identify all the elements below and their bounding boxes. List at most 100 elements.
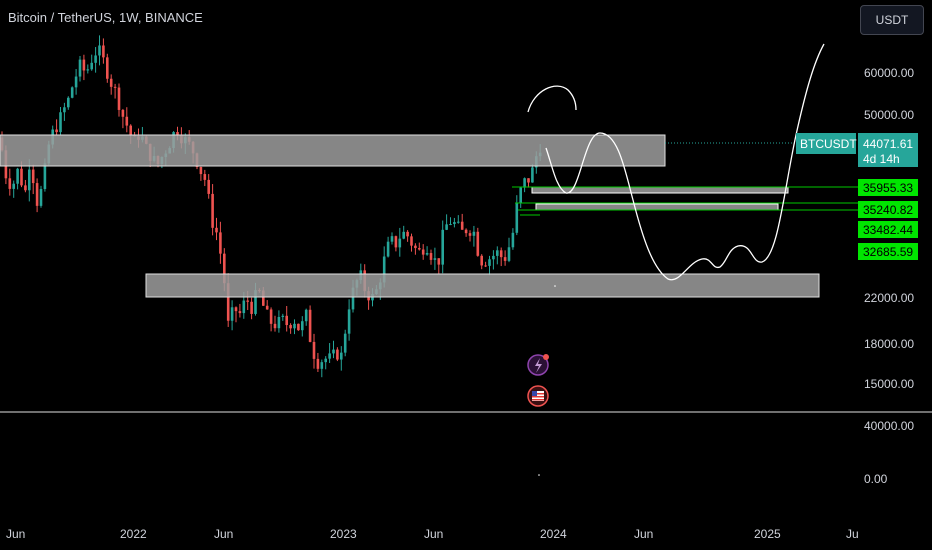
candle-body: [277, 316, 281, 329]
arc-annotation: [527, 85, 577, 113]
candle-body: [351, 287, 355, 310]
y-tick-60000: 60000.00: [864, 66, 914, 80]
candle-body: [523, 178, 526, 188]
candle-body: [468, 233, 472, 236]
candle-body: [433, 258, 437, 260]
candle-body: [8, 178, 12, 189]
y-tick-18000: 18000.00: [864, 337, 914, 351]
x-label-jun-2021: Jun: [6, 527, 25, 541]
candle-body: [20, 168, 23, 186]
candle-body: [511, 232, 515, 248]
candle-body: [289, 325, 292, 329]
candle-body: [28, 169, 31, 191]
y-tick-15000: 15000.00: [864, 377, 914, 391]
level-tag-4[interactable]: 32685.59: [858, 243, 918, 260]
event-flash-icon[interactable]: [527, 354, 549, 376]
candle-body: [117, 87, 121, 110]
candle-body: [406, 231, 409, 237]
resistance-zone[interactable]: [0, 134, 666, 167]
candle-body: [324, 358, 327, 363]
x-label-jun-2022: Jun: [214, 527, 233, 541]
candle-body: [507, 247, 511, 261]
last-price-tag[interactable]: BTCUSDT 44071.61 4d 14h: [796, 133, 918, 167]
candle-body: [343, 333, 347, 353]
candle-body: [441, 229, 444, 265]
candle-body: [226, 283, 230, 321]
candle-body: [519, 187, 522, 203]
candle-body: [35, 183, 39, 206]
candle-body: [121, 109, 125, 117]
candle-body: [340, 352, 343, 360]
candle-body: [262, 290, 265, 306]
candle-body: [347, 309, 351, 334]
y-tick-50000: 50000.00: [864, 108, 914, 122]
candle-body: [82, 59, 86, 71]
candle-body: [398, 238, 402, 248]
level-zone-2[interactable]: [535, 203, 779, 211]
candles-layer: [0, 35, 542, 378]
candle-body: [449, 224, 452, 226]
candle-body: [382, 256, 386, 283]
level-tag-3[interactable]: 33482.44: [858, 221, 918, 238]
candle-body: [297, 323, 300, 331]
candle-body: [285, 315, 288, 326]
candle-body: [281, 315, 285, 317]
indicator-tick-0: 0.00: [864, 472, 888, 486]
candle-body: [31, 169, 35, 184]
x-label-jul-2025: Ju: [846, 527, 859, 541]
candle-body: [265, 305, 269, 310]
candle-body: [234, 307, 238, 312]
candle-body: [457, 221, 460, 223]
candle-body: [12, 183, 15, 189]
candle-body: [90, 62, 93, 70]
indicator-dot: [538, 474, 540, 476]
level-tag-2[interactable]: 35240.82: [858, 201, 918, 218]
level-label-3: 33482.44: [863, 223, 913, 237]
candle-body: [402, 231, 405, 239]
x-label-2024: 2024: [540, 527, 567, 541]
candle-body: [207, 179, 210, 194]
symbol-title[interactable]: Bitcoin / TetherUS, 1W, BINANCE: [8, 10, 203, 25]
candle-body: [254, 290, 257, 314]
candle-body: [176, 132, 179, 136]
candle-body: [308, 309, 312, 342]
candle-body: [320, 362, 324, 369]
candle-body: [109, 78, 113, 87]
candle-body: [445, 224, 448, 230]
candle-body: [74, 76, 78, 88]
candle-body: [230, 307, 234, 321]
candle-body: [503, 257, 507, 261]
candle-body: [293, 323, 296, 329]
x-label-2025: 2025: [754, 527, 781, 541]
x-label-2023: 2023: [330, 527, 357, 541]
candle-body: [394, 236, 398, 248]
candle-body: [332, 349, 335, 354]
candle-body: [453, 222, 456, 225]
x-label-jun-2023: Jun: [424, 527, 443, 541]
level-label-2: 35240.82: [863, 203, 913, 217]
candle-body: [215, 227, 218, 233]
candle-body: [301, 321, 304, 331]
support-zone[interactable]: [145, 273, 820, 298]
zone-center-marker: [554, 285, 556, 287]
level-tag-1[interactable]: 35955.33: [858, 179, 918, 196]
y-tick-22000: 22000.00: [864, 291, 914, 305]
last-price-value: 44071.61: [863, 137, 913, 151]
candle-body: [67, 97, 70, 108]
us-flag-icon[interactable]: [527, 385, 549, 407]
candle-body: [55, 129, 58, 133]
candle-body: [43, 163, 47, 189]
candle-body: [113, 86, 117, 88]
candle-body: [496, 250, 499, 256]
candle-body: [223, 253, 226, 284]
candle-body: [211, 193, 214, 228]
candle-body: [410, 236, 413, 246]
currency-button[interactable]: USDT: [860, 5, 924, 35]
candle-body: [515, 202, 519, 233]
candle-body: [460, 221, 464, 230]
candle-body: [102, 45, 105, 58]
candle-body: [63, 107, 66, 113]
candle-body: [304, 309, 308, 322]
level-label-4: 32685.59: [863, 245, 913, 259]
